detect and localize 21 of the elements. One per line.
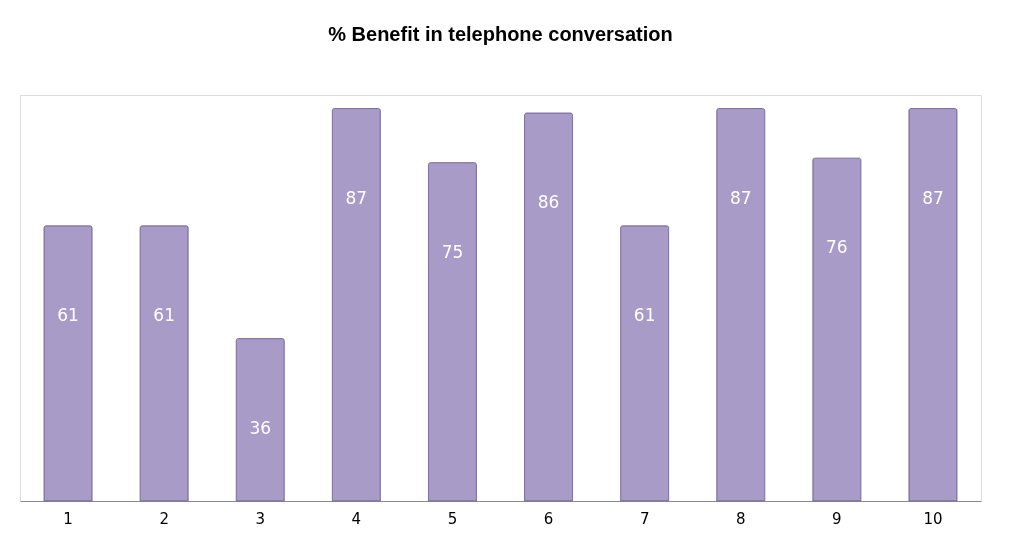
x-tick-label: 10 <box>923 509 943 528</box>
x-tick-label: 4 <box>351 509 362 528</box>
data-label: 87 <box>729 187 752 208</box>
x-tick-label: 9 <box>832 509 842 528</box>
chart-title: % Benefit in telephone conversation <box>328 23 673 45</box>
x-tick-label: 1 <box>63 509 73 528</box>
x-tick-label: 7 <box>639 509 650 528</box>
x-tick-label: 8 <box>735 509 746 528</box>
x-tick-label: 6 <box>543 509 554 528</box>
data-label: 87 <box>345 187 368 208</box>
data-label: 36 <box>249 417 272 438</box>
data-label: 75 <box>441 241 464 262</box>
data-label: 61 <box>633 304 656 325</box>
x-tick-label: 5 <box>447 509 458 528</box>
data-label: 76 <box>826 237 848 258</box>
data-label: 86 <box>537 192 560 213</box>
x-tick-label: 2 <box>159 509 169 528</box>
x-tick-label: 3 <box>255 509 266 528</box>
data-label: 87 <box>922 187 944 208</box>
data-label: 61 <box>153 304 175 325</box>
data-label: 61 <box>57 304 79 325</box>
